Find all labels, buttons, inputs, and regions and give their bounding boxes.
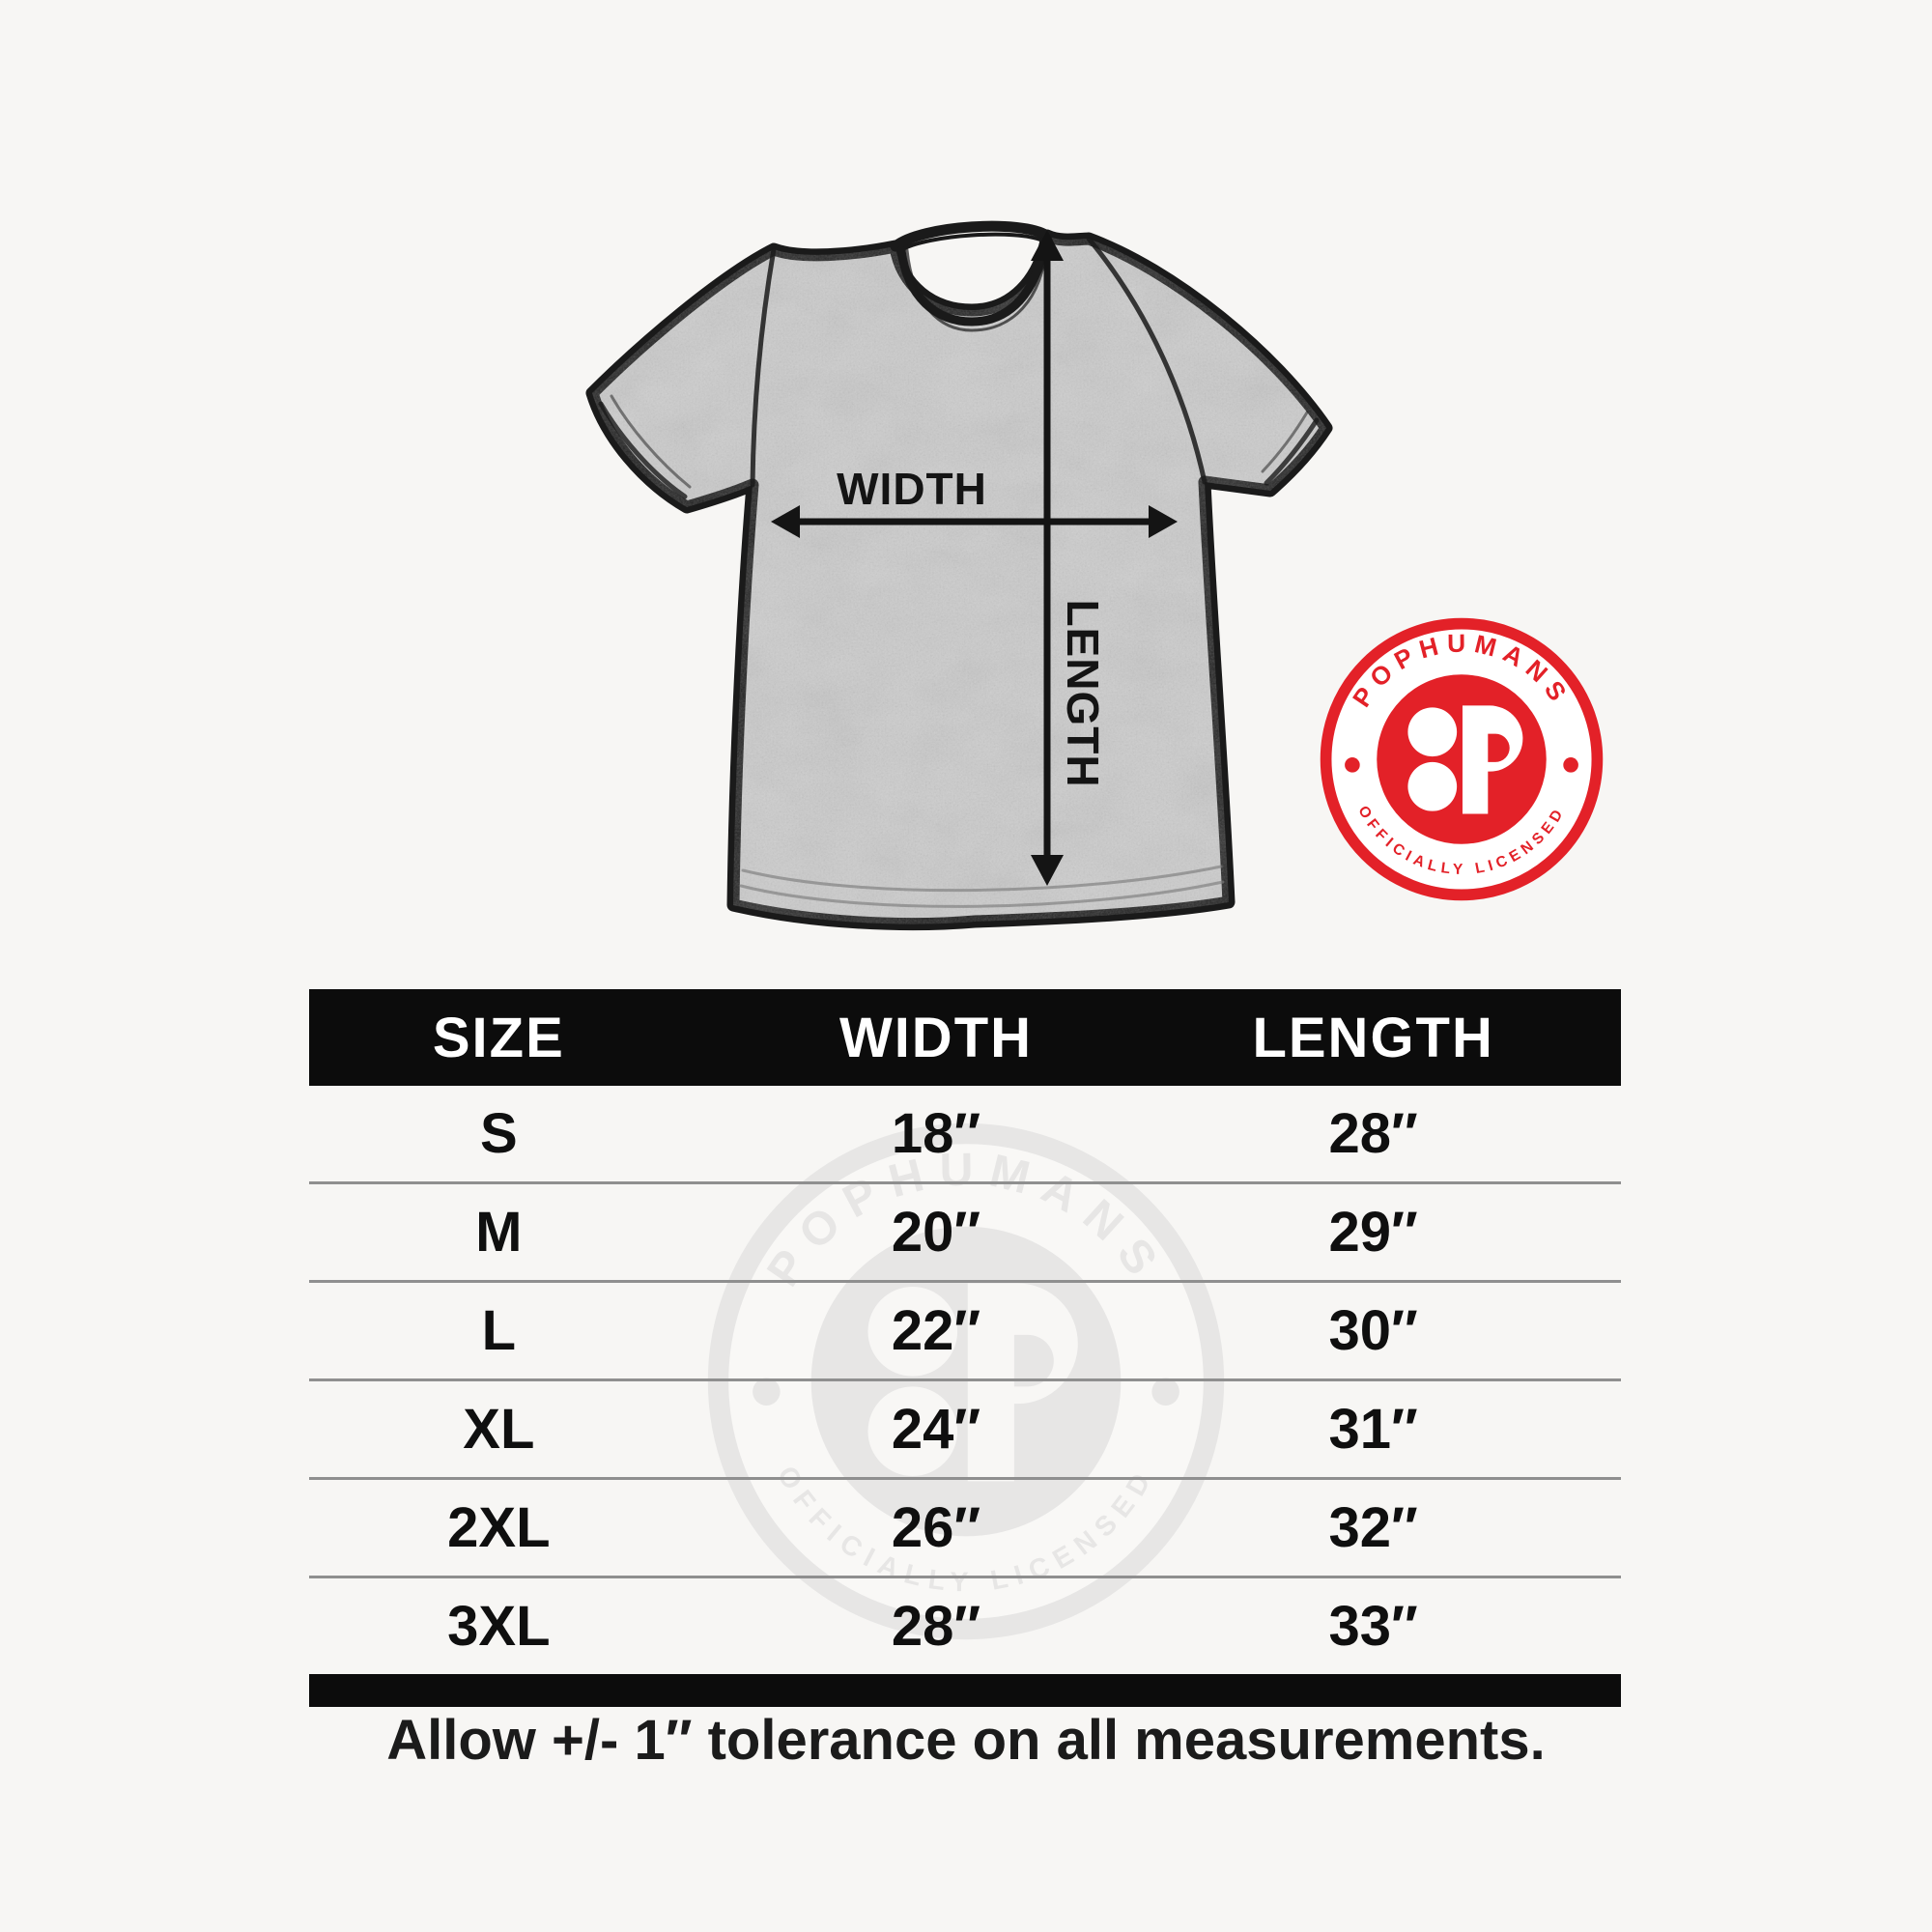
column-header-size: SIZE [432, 1006, 565, 1069]
table-row: L 22″ 30″ [309, 1280, 1621, 1378]
cell-size: 3XL [447, 1595, 551, 1658]
table-header-bar: SIZE WIDTH LENGTH [309, 989, 1621, 1086]
table-row: M 20″ 29″ [309, 1181, 1621, 1280]
seams [598, 236, 1320, 908]
table-row: 2XL 26″ 32″ [309, 1477, 1621, 1576]
width-label: WIDTH [837, 464, 987, 514]
column-header-width: WIDTH [838, 1006, 1034, 1069]
heather-texture [592, 236, 1326, 924]
collar [890, 220, 1053, 332]
tolerance-note: Allow +/- 1″ tolerance on all measuremen… [386, 1709, 1546, 1772]
cell-size: L [481, 1299, 517, 1362]
width-arrow [771, 505, 1178, 538]
cell-width: 18″ [891, 1102, 981, 1165]
badge-left-dot [1345, 757, 1360, 773]
cell-width: 28″ [891, 1595, 981, 1658]
cell-size: 2XL [447, 1496, 551, 1559]
cell-width: 20″ [891, 1201, 981, 1264]
cell-length: 33″ [1328, 1595, 1418, 1658]
cell-length: 32″ [1328, 1496, 1418, 1559]
tshirt-measurement-diagram: WIDTH LENGTH [585, 220, 1333, 931]
badge-inner-disc [1377, 674, 1547, 844]
cell-size: XL [463, 1398, 535, 1461]
cell-size: M [475, 1201, 523, 1264]
cell-length: 30″ [1328, 1299, 1418, 1362]
pophumans-watermark: POPHUMANS OFFICIALLY LICENSED [691, 1106, 1241, 1657]
cell-width: 26″ [891, 1496, 981, 1559]
pophumans-watermark-logo-icon [867, 1283, 1078, 1482]
pophumans-badge: POPHUMANS OFFICIALLY LICENSED [1311, 609, 1612, 910]
cell-length: 28″ [1328, 1102, 1418, 1165]
length-label: LENGTH [1058, 599, 1108, 787]
column-header-length: LENGTH [1252, 1006, 1494, 1069]
badge-right-dot [1563, 757, 1578, 773]
table-row: XL 24″ 31″ [309, 1378, 1621, 1477]
table-row: S 18″ 28″ [309, 1086, 1621, 1181]
cell-size: S [479, 1102, 518, 1165]
pophumans-logo-icon [1407, 705, 1523, 814]
size-chart-table: SIZE WIDTH LENGTH S 18″ 28″ M 20″ 29″ L … [309, 989, 1621, 1707]
cell-length: 31″ [1328, 1398, 1418, 1461]
table-bottom-bar [309, 1674, 1621, 1707]
cell-width: 22″ [891, 1299, 981, 1362]
length-arrow [1031, 230, 1064, 886]
cell-length: 29″ [1328, 1201, 1418, 1264]
table-row: 3XL 28″ 33″ [309, 1576, 1621, 1674]
cell-width: 24″ [891, 1398, 981, 1461]
